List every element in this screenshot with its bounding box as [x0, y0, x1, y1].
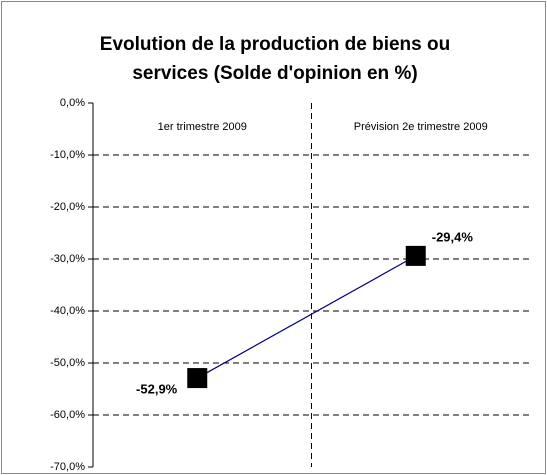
- x-tick-label: Prévision 2e trimestre 2009: [354, 121, 488, 133]
- y-tick-label: -10,0%: [50, 149, 85, 161]
- y-tick-label: 0,0%: [60, 97, 85, 109]
- y-tick-label: -50,0%: [50, 357, 85, 369]
- y-tick-label: -40,0%: [50, 305, 85, 317]
- y-tick-label: -60,0%: [50, 409, 85, 421]
- marker: [405, 245, 426, 266]
- data-label: -52,9%: [136, 382, 178, 397]
- y-tick-label: -30,0%: [50, 253, 85, 265]
- line-series: [196, 255, 417, 379]
- marker: [187, 368, 208, 389]
- y-tick-label: -20,0%: [50, 201, 85, 213]
- x-tick-label: 1er trimestre 2009: [158, 121, 247, 133]
- chart-title: Evolution de la production de biens ou s…: [99, 34, 451, 84]
- y-tick-label: -70,0%: [50, 461, 85, 473]
- data-label: -29,4%: [432, 229, 474, 244]
